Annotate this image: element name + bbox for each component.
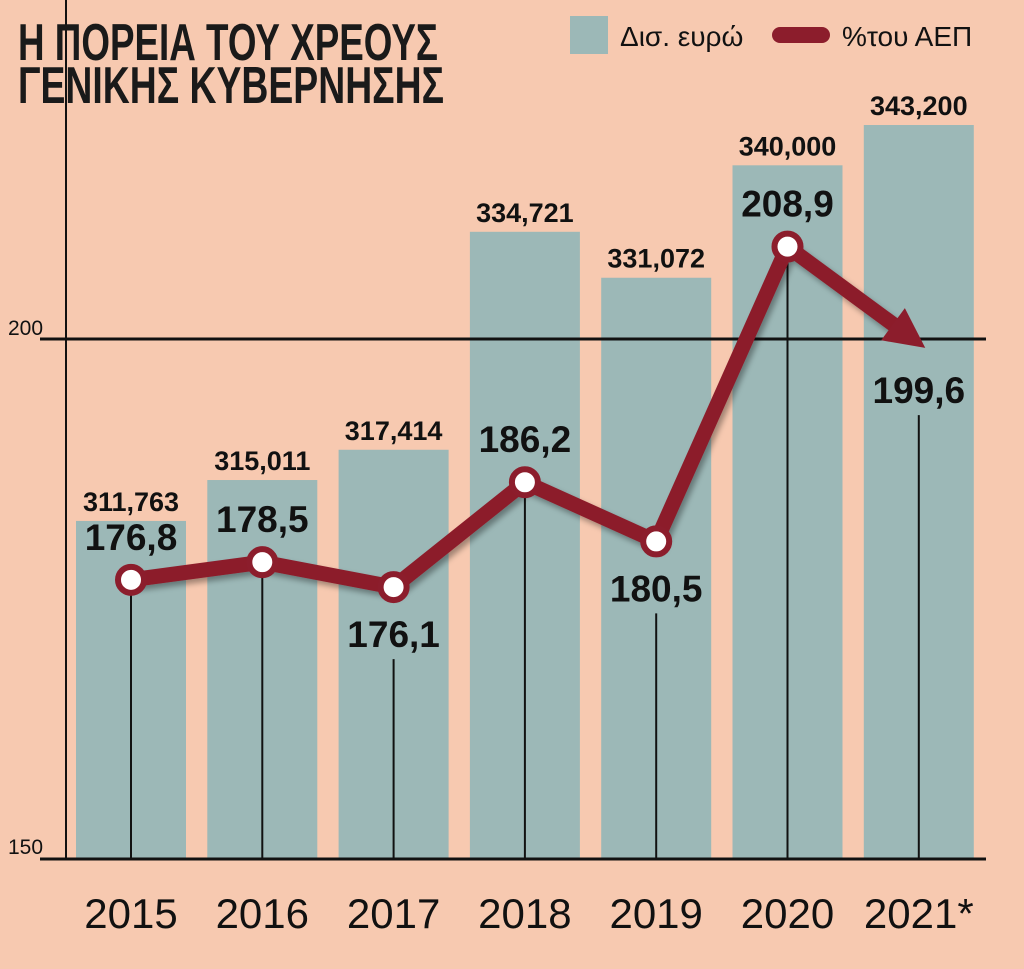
line-point-marker [508,466,541,499]
point-value-label: 186,2 [479,419,572,460]
guide-lines-layer [130,246,920,858]
bar-value-label: 334,721 [476,198,574,228]
line-point-marker [771,230,804,263]
legend-line-label: %του ΑΕΠ [842,21,972,52]
x-tick-label: 2018 [478,890,571,937]
line-point-marker [377,571,410,604]
labels-layer: 311,763 2015 315,011 2016 317,414 2017 334,721… [83,91,974,937]
y-tick-label: 150 [8,836,43,859]
bar-value-label: 311,763 [83,487,179,517]
line-point-marker [246,546,279,579]
x-tick-label: 2019 [609,890,702,937]
x-tick-label: 2021* [864,890,974,937]
legend-bar-label: Δισ. ευρώ [620,21,743,52]
point-value-label: 180,5 [610,568,703,609]
point-value-label: 176,1 [347,614,440,655]
line-point-marker [640,525,673,558]
x-tick-label: 2020 [741,890,834,937]
line-point-marker [115,563,147,596]
x-tick-label: 2016 [216,890,309,937]
legend: Δισ. ευρώ %του ΑΕΠ [570,16,972,54]
line-arrowhead [881,308,926,348]
axis-layer: 200 150 [8,0,986,861]
x-tick-label: 2015 [84,890,177,937]
chart-title-line1: Η ΠΟΡΕΙΑ ΤΟΥ ΧΡΕΟΥΣ [18,14,438,72]
x-tick-label: 2017 [347,890,440,937]
bar-value-label: 343,200 [870,91,968,121]
bar-value-label: 331,072 [607,244,705,274]
legend-bar-swatch [570,16,608,54]
point-value-label: 178,5 [216,499,309,540]
bar-value-label: 317,414 [345,416,443,446]
point-value-label: 176,8 [85,517,178,558]
bar-value-label: 315,011 [214,446,310,476]
point-value-label: 208,9 [741,184,834,225]
bar-value-label: 340,000 [739,131,837,161]
y-tick-label: 200 [8,317,43,340]
chart-title-line2: ΓΕΝΙΚΗΣ ΚΥΒΕΡΝΗΣΗΣ [18,57,444,115]
point-value-label: 199,6 [873,370,966,411]
line-series-layer [115,230,926,604]
